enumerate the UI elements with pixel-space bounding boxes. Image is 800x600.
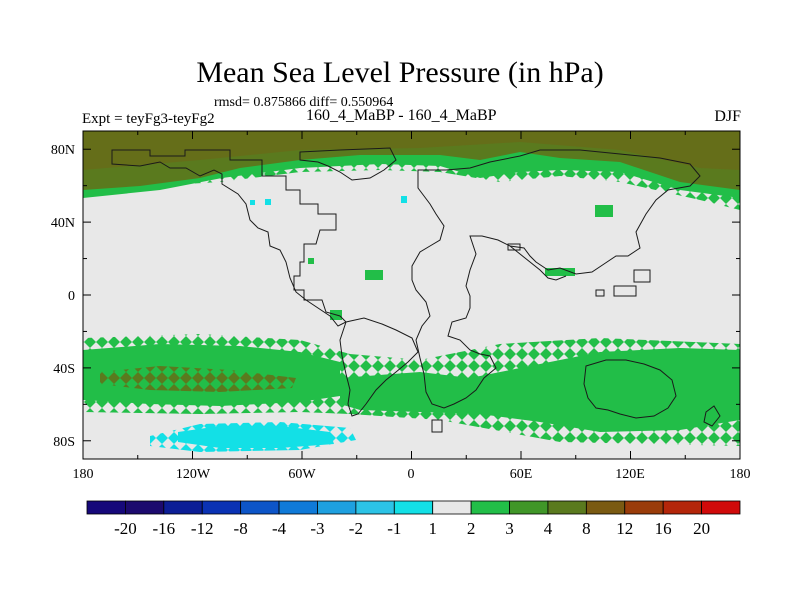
x-tick-label-180w: 180: [73, 467, 94, 482]
outline-japan: [633, 269, 651, 283]
colorbar-label: 2: [467, 519, 476, 538]
colorbar-box: [125, 500, 165, 515]
run-label: 160_4_MaBP - 160_4_MaBP: [306, 107, 497, 124]
outline-madagascar: [431, 419, 443, 433]
southern-ocean-core-hatch: [100, 366, 296, 392]
colorbar-box: [163, 500, 203, 515]
colorbar-box: [470, 500, 510, 515]
north-polar-band: [83, 131, 740, 190]
colorbar-box: [662, 500, 702, 515]
outline-south-america: [339, 317, 419, 417]
colorbar-box: [201, 500, 242, 515]
outline-north-america: [111, 149, 347, 327]
colorbar-box: [317, 500, 357, 515]
outline-eurasia-africa: [411, 149, 701, 409]
colorbar-label: -3: [310, 519, 324, 538]
green-spot-3: [545, 268, 575, 276]
x-tick-label-120w: 120W: [176, 467, 211, 482]
colorbar-box: [240, 500, 280, 515]
colorbar-label: -20: [114, 519, 137, 538]
page-title: Mean Sea Level Pressure (in hPa): [196, 56, 604, 89]
colorbar-label: -16: [152, 519, 175, 538]
y-tick-label-40n: 40N: [51, 216, 75, 231]
stats-line: rmsd= 0.875866 diff= 0.550964: [214, 95, 394, 110]
green-spot-4: [595, 205, 613, 217]
experiment-label: Expt = teyFg3-teyFg2: [82, 111, 215, 127]
colorbar-box: [701, 500, 741, 515]
colorbar-box: [624, 500, 664, 515]
colorbar-box: [86, 500, 126, 515]
colorbar-label: -8: [234, 519, 248, 538]
cyan-spot-3: [401, 196, 407, 203]
cyan-spot-2: [265, 199, 271, 205]
season-label: DJF: [714, 108, 741, 125]
colorbar-label: 8: [582, 519, 591, 538]
colorbar-label: -12: [191, 519, 214, 538]
antarctic-low: [178, 426, 334, 448]
colorbar-box: [509, 500, 549, 515]
colorbar-box: [278, 500, 318, 515]
x-tick-label-120e: 120E: [615, 467, 645, 482]
x-tick-label-60w: 60W: [288, 467, 316, 482]
colorbar-box: [547, 500, 587, 515]
north-polar-band-inner: [83, 131, 740, 170]
y-tick-label-0: 0: [68, 289, 75, 304]
outline-sea-isle: [613, 285, 637, 297]
cyan-spot-1: [250, 200, 255, 205]
southern-ocean-east: [340, 348, 740, 432]
colorbar-label: -2: [349, 519, 363, 538]
colorbar-box: [432, 500, 472, 515]
y-tick-label-80s: 80S: [53, 435, 75, 450]
outline-south-asia: [509, 245, 567, 281]
colorbar-label: 16: [655, 519, 672, 538]
colorbar-label: -4: [272, 519, 287, 538]
y-tick-label-80n: 80N: [51, 143, 75, 158]
outline-se-asia: [507, 243, 605, 297]
colorbar: -20 -16 -12 -8 -4 -3 -2 -1 1 2 3 4 8 12 16 20: [86, 500, 741, 538]
colorbar-label: 12: [616, 519, 633, 538]
green-spot-1: [365, 270, 383, 280]
colorbar-box: [355, 500, 395, 515]
y-tick-label-40s: 40S: [53, 362, 75, 377]
x-tick-label-180e: 180: [730, 467, 751, 482]
x-tick-label-60e: 60E: [510, 467, 533, 482]
x-tick-label-0: 0: [408, 467, 415, 482]
outline-australia: [583, 359, 677, 419]
colorbar-label: 3: [505, 519, 514, 538]
colorbar-box: [393, 500, 434, 515]
outline-greenland: [299, 147, 397, 181]
green-spot-5: [308, 258, 314, 264]
colorbar-label: 4: [544, 519, 553, 538]
colorbar-box: [585, 500, 626, 515]
colorbar-label: 1: [428, 519, 437, 538]
colorbar-label: 20: [693, 519, 710, 538]
colorbar-label: -1: [387, 519, 401, 538]
outline-new-zealand: [703, 405, 721, 427]
